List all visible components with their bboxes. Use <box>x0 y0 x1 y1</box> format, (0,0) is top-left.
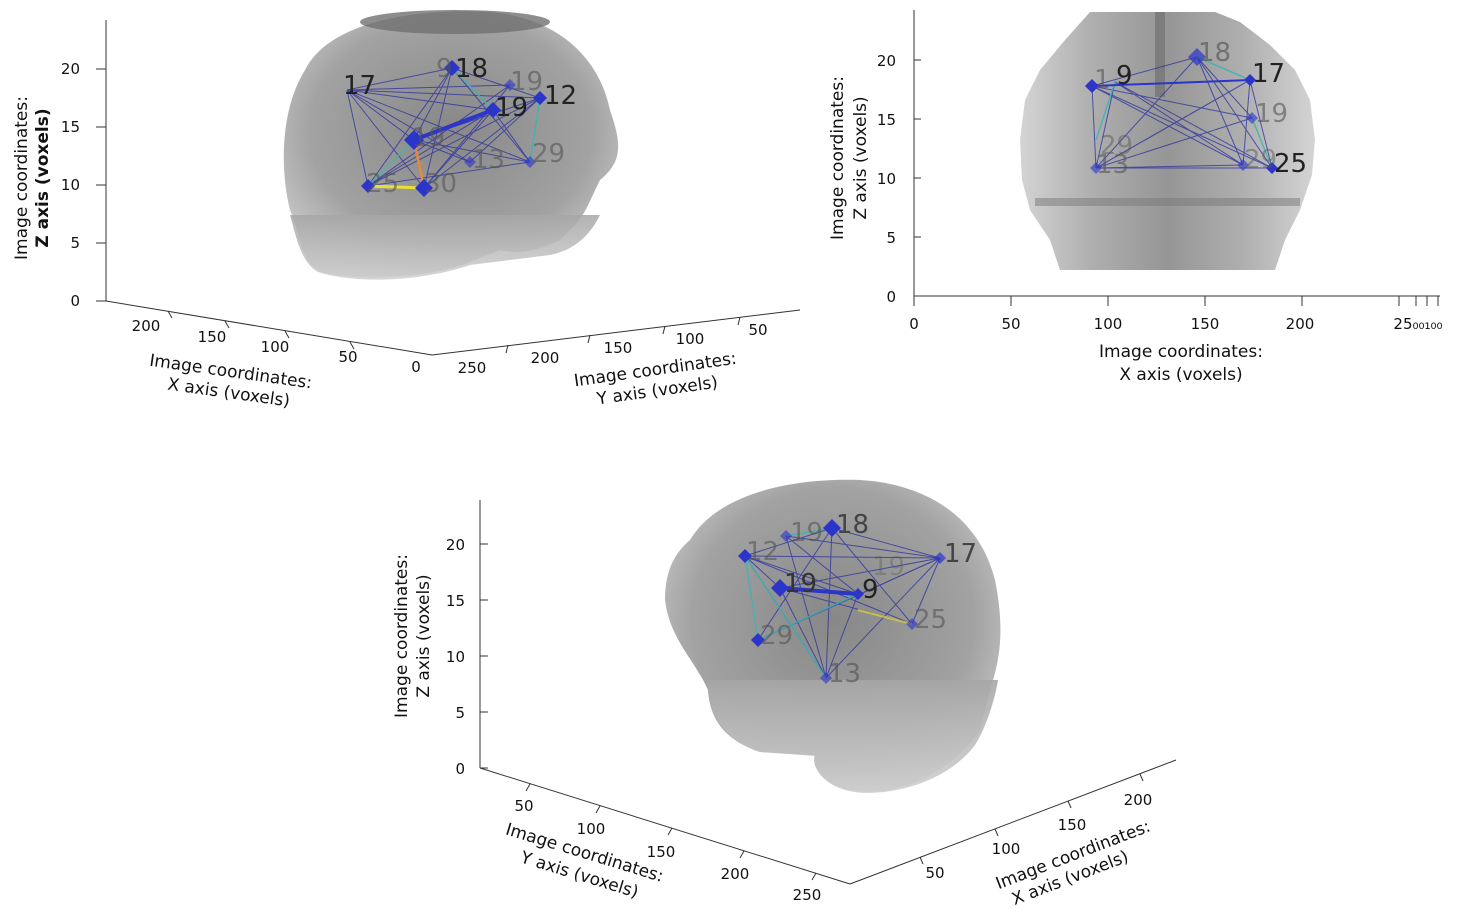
z-axis: 0 5 10 15 20 Image coordinates: Z axis (… <box>12 20 107 310</box>
node-label: 17 <box>1252 59 1285 89</box>
z-axis-title: Z axis (voxels) <box>33 108 53 247</box>
node-label: 29 <box>1244 145 1277 175</box>
node-label: 19 <box>872 552 905 582</box>
z-tick-label: 20 <box>446 536 465 554</box>
panel-3d-top-left: 17 9 18 19 12 19 13 29 25 30 19 0 5 10 1… <box>12 10 801 412</box>
node-label: 30 <box>424 169 457 199</box>
node-label: 9 <box>1116 61 1133 91</box>
x-tick-label: 100 <box>1094 315 1123 333</box>
z-axis-title: Image coordinates: <box>828 76 848 240</box>
z-tick-label: 20 <box>61 60 80 78</box>
x-tick-label-overlap: 25₀₀₁₀₀ <box>1393 315 1442 333</box>
node-label: 29 <box>760 621 793 651</box>
node-label: 19 <box>784 569 817 599</box>
node-label: 13 <box>828 659 861 689</box>
x-tick-label: 150 <box>198 328 227 346</box>
brain-volume <box>1020 12 1315 270</box>
node-label: 1 <box>1094 65 1111 95</box>
connectivity-graph: 12 19 18 17 19 9 25 29 13 19 <box>738 510 977 689</box>
x-tick-label: 150 <box>1058 816 1087 834</box>
node-label: 19 <box>412 123 445 153</box>
node-label: 9 <box>436 54 453 84</box>
node-label: 25 <box>1274 149 1307 179</box>
y-tick-label: 150 <box>604 339 633 357</box>
x-tick-label: 100 <box>261 338 290 356</box>
z-axis-title: Image coordinates: <box>12 96 32 260</box>
node-label: 17 <box>343 71 376 101</box>
y-tick-label: 250 <box>458 359 487 377</box>
y-axis: 250 200 150 100 50 Image coordinates: Y … <box>431 309 801 410</box>
node-label: 13 <box>472 145 505 175</box>
x-axis: 0 50 100 150 200 25₀₀₁₀₀ Image coordinat… <box>909 295 1443 385</box>
z-tick-label: 5 <box>886 229 896 247</box>
x-axis: 200 150 100 50 0 Image coordinates: X ax… <box>105 300 433 412</box>
y-tick-label: 100 <box>676 330 705 348</box>
z-tick-label: 15 <box>446 592 465 610</box>
x-axis-title: Image coordinates: <box>1099 342 1263 362</box>
panel-coronal-top-right: 18 9 1 17 19 13 29 29 25 0 5 10 <box>828 10 1443 385</box>
node-label: 29 <box>532 139 565 169</box>
node-label: 9 <box>862 575 879 605</box>
x-tick-label: 0 <box>411 358 421 376</box>
z-tick-label: 10 <box>877 170 896 188</box>
node-label: 17 <box>944 539 977 569</box>
x-tick-label: 0 <box>909 315 919 333</box>
node-label: 19 <box>1255 99 1288 129</box>
x-tick-label: 150 <box>1191 315 1220 333</box>
node-label: 18 <box>1198 38 1231 68</box>
node-label: 18 <box>836 510 869 540</box>
y-tick-label: 200 <box>531 349 560 367</box>
z-tick-label: 5 <box>455 704 465 722</box>
node-label: 19 <box>495 93 528 123</box>
brain-volume <box>283 10 619 280</box>
z-axis: 0 5 10 15 20 Image coordinates: Z axis (… <box>828 10 921 306</box>
z-tick-label: 5 <box>70 234 80 252</box>
z-tick-label: 0 <box>455 760 465 778</box>
z-axis: 0 5 10 15 20 Image coordinates: Z axis (… <box>392 500 488 778</box>
node-label: 19 <box>790 518 823 548</box>
z-tick-label: 0 <box>886 288 896 306</box>
z-tick-label: 10 <box>446 648 465 666</box>
y-tick-label: 50 <box>514 797 533 815</box>
x-tick-label: 50 <box>338 348 357 366</box>
y-tick-label: 250 <box>793 886 822 904</box>
y-tick-label: 150 <box>647 843 676 861</box>
node-label: 25 <box>914 605 947 635</box>
node-label: 19 <box>510 67 543 97</box>
z-axis-title: Z axis (voxels) <box>414 574 434 697</box>
z-tick-label: 10 <box>61 176 80 194</box>
connectivity-graph: 17 9 18 19 12 19 13 29 25 30 19 <box>343 54 577 199</box>
connectivity-graph: 18 9 1 17 19 13 29 29 25 <box>1085 38 1307 180</box>
y-tick-label: 100 <box>577 820 606 838</box>
x-tick-label: 200 <box>132 317 161 335</box>
x-tick-label: 200 <box>1124 791 1153 809</box>
x-tick-label: 100 <box>992 840 1021 858</box>
y-tick-label: 50 <box>748 321 767 339</box>
y-tick-label: 200 <box>721 865 750 883</box>
node-label: 29 <box>1100 131 1133 161</box>
z-tick-label: 20 <box>877 52 896 70</box>
node-label: 13 <box>1096 150 1129 180</box>
node-label: 18 <box>455 54 488 84</box>
node-label: 25 <box>366 169 399 199</box>
panel-3d-bottom: 12 19 18 17 19 9 25 29 13 19 0 5 <box>392 479 1177 909</box>
y-axis: 50 100 150 200 250 Image coordinates: Y … <box>479 767 851 904</box>
x-tick-label: 200 <box>1286 315 1315 333</box>
z-axis-title: Z axis (voxels) <box>851 96 871 219</box>
z-axis-title: Image coordinates: <box>392 554 412 718</box>
z-tick-label: 15 <box>877 111 896 129</box>
z-tick-label: 0 <box>70 292 80 310</box>
x-axis-title: X axis (voxels) <box>1119 365 1242 385</box>
x-tick-label: 50 <box>925 864 944 882</box>
z-tick-label: 15 <box>61 118 80 136</box>
node-label: 12 <box>746 537 779 567</box>
x-tick-label: 50 <box>1001 315 1020 333</box>
node-label: 12 <box>544 81 577 111</box>
